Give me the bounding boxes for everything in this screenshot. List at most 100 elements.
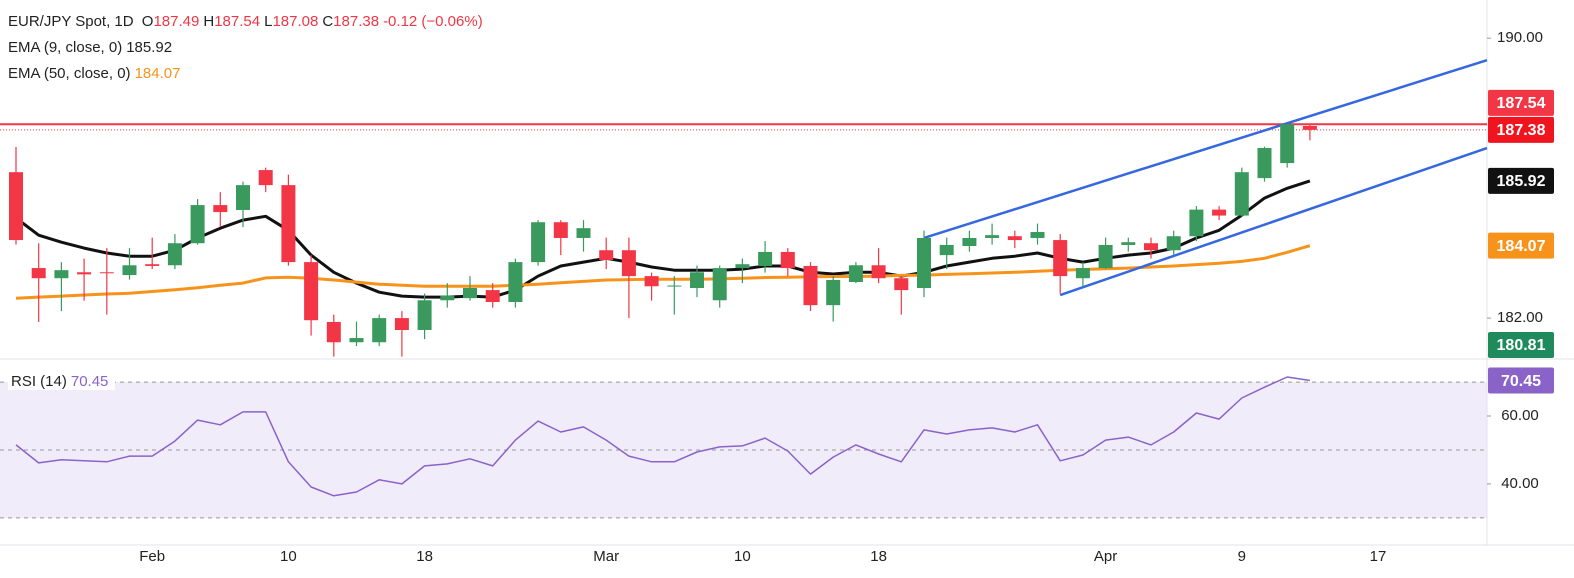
candle-body [531, 222, 546, 263]
candle-body [871, 265, 886, 279]
price-label: 70.45 [1501, 373, 1541, 390]
legend-row: EMA (9, close, 0) 185.92 [8, 39, 176, 56]
ohlc-value: 187.08 [272, 13, 319, 30]
candle-body [190, 205, 205, 244]
rsi-band [0, 382, 1487, 518]
indicator-value: 184.07 [134, 65, 181, 82]
candle-body [894, 278, 909, 291]
candle-body [1166, 236, 1181, 251]
candle-body [553, 222, 568, 238]
candle-body [1257, 148, 1272, 179]
indicator-name: EMA (50, close, 0) [8, 65, 131, 82]
candle-body [31, 268, 46, 279]
candle-body [394, 318, 409, 331]
candle-body [326, 321, 341, 343]
candle-body [213, 205, 228, 213]
candle-body [803, 265, 818, 306]
ema-line [15, 179, 1311, 299]
candle-body [122, 265, 137, 276]
indicator-name: EMA (9, close, 0) [8, 39, 123, 56]
candle-body [758, 251, 773, 266]
candle-body [54, 270, 69, 279]
x-tick-label: 9 [1238, 548, 1246, 565]
price-label: 184.07 [1497, 238, 1546, 255]
y-tick-label: 190.00 [1497, 29, 1543, 46]
x-tick-label: 17 [1370, 548, 1387, 565]
candle-body [644, 276, 659, 287]
legend-row: EMA (50, close, 0) 184.07 [8, 65, 184, 82]
candle-body [1075, 268, 1090, 279]
candle-body [1121, 242, 1136, 245]
candle-body [440, 295, 455, 301]
x-tick-label: 18 [870, 548, 887, 565]
candle-body [463, 288, 477, 299]
candle-body [1098, 244, 1113, 269]
y-tick-label: 60.00 [1501, 407, 1539, 424]
candle-body [1234, 172, 1249, 216]
ohlc-value: 187.38 [333, 13, 380, 30]
price-label: 187.38 [1497, 122, 1546, 139]
candle-body [939, 244, 954, 256]
price-label: 185.92 [1497, 173, 1546, 190]
candle-body [780, 251, 795, 269]
price-label: 180.81 [1497, 337, 1546, 354]
candle-body [99, 272, 114, 274]
candle-body [848, 265, 863, 283]
price-label-bg [1488, 116, 1554, 143]
candle-body [1302, 125, 1317, 130]
candle-body [77, 272, 92, 275]
candle-body [1189, 209, 1204, 237]
candle-body [1007, 236, 1022, 241]
candle-body [917, 237, 931, 289]
legend-row: EUR/JPY Spot, 1D O187.49 H187.54 L187.08 C1… [8, 13, 487, 30]
rsi-line [15, 376, 1311, 497]
candle-body [372, 318, 387, 343]
candle-body [349, 338, 364, 343]
candle-body [690, 272, 704, 289]
candle-body [1030, 232, 1045, 238]
ohlc-value: 187.49 [153, 13, 200, 30]
candle-body [145, 264, 160, 266]
candle-body [281, 185, 296, 263]
candle-body [985, 235, 1000, 238]
indicator-name: RSI (14) [11, 373, 67, 390]
x-tick-label: Mar [593, 548, 619, 565]
candle-body [304, 262, 319, 321]
candle-body [599, 250, 614, 261]
change: -0.12 (−0.06%) [383, 13, 483, 30]
candle-body [485, 290, 500, 303]
price-label-bg [1488, 167, 1554, 194]
indicator-value: 185.92 [126, 39, 173, 56]
y-tick-label: 40.00 [1501, 475, 1539, 492]
ohlc-key: L [264, 13, 273, 30]
candle-body [1144, 243, 1158, 251]
candle-body [1280, 124, 1295, 164]
candle-body [236, 185, 250, 210]
candle-body [1212, 209, 1227, 216]
symbol: EUR/JPY Spot, 1D [8, 13, 134, 30]
y-tick-label: 182.00 [1497, 309, 1543, 326]
price-label: 187.54 [1497, 95, 1546, 112]
ema-line [15, 244, 1311, 300]
ohlc-key: C [322, 13, 334, 30]
channel-line [1059, 146, 1488, 297]
legend-row: RSI (14) 70.45 [8, 373, 116, 390]
candle-body [735, 264, 750, 269]
candle-body [576, 228, 591, 238]
ohlc-value: 187.54 [214, 13, 261, 30]
candle-body [1053, 240, 1068, 277]
price-label-bg [1488, 332, 1554, 358]
candle-body [826, 279, 841, 306]
price-label-bg [1488, 367, 1554, 394]
x-tick-label: Feb [139, 548, 165, 565]
x-tick-label: 10 [280, 548, 297, 565]
candle-body [667, 285, 682, 287]
candle-body [417, 300, 432, 331]
candle-body [621, 250, 636, 277]
indicator-value: 70.45 [70, 373, 109, 390]
price-label-bg [1488, 232, 1554, 259]
x-tick-label: Apr [1094, 548, 1117, 565]
candle-body [258, 170, 273, 186]
